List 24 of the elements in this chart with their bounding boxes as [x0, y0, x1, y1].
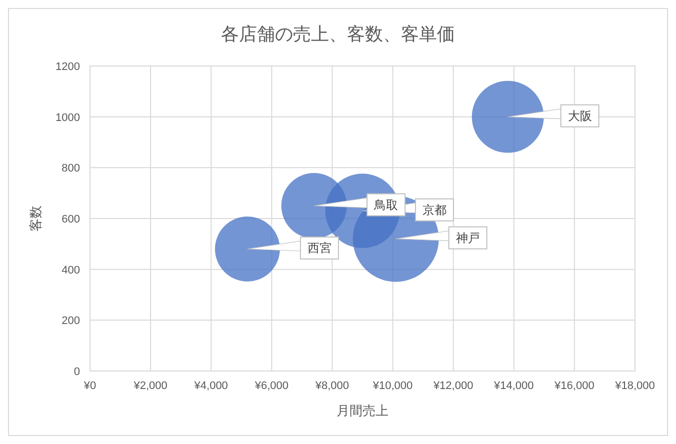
annotation: 神戸: [456, 230, 480, 245]
x-tick-label: ¥14,000: [493, 380, 534, 392]
y-tick-label: 1000: [56, 112, 80, 124]
annotation: 西宮: [307, 241, 332, 255]
y-axis-title: 客数: [28, 206, 43, 232]
x-tick-label: ¥10,000: [372, 380, 413, 392]
x-tick-label: ¥16,000: [554, 380, 594, 392]
y-tick-label: 800: [62, 162, 80, 175]
x-axis-title: 月間売上: [336, 403, 388, 418]
x-tick-label: ¥18,000: [614, 380, 655, 392]
x-tick-label: ¥2,000: [132, 380, 168, 392]
x-tick-label: ¥4,000: [193, 380, 228, 392]
x-tick-label: ¥6,000: [254, 380, 288, 392]
y-tick-label: 200: [62, 315, 80, 328]
chart-title: 各店舗の売上、客数、客単価: [221, 24, 455, 44]
x-tick-label: ¥12,000: [432, 380, 474, 392]
y-tick-label: 0: [74, 366, 80, 378]
y-tick-label: 600: [62, 214, 80, 226]
y-tick-label: 1200: [56, 61, 80, 73]
annotation: 大阪: [568, 108, 592, 123]
annotation: 京都: [422, 202, 446, 217]
x-tick-label: ¥8,000: [314, 380, 350, 392]
y-tick-label: 400: [62, 264, 80, 276]
x-tick-label: ¥0: [82, 380, 96, 392]
